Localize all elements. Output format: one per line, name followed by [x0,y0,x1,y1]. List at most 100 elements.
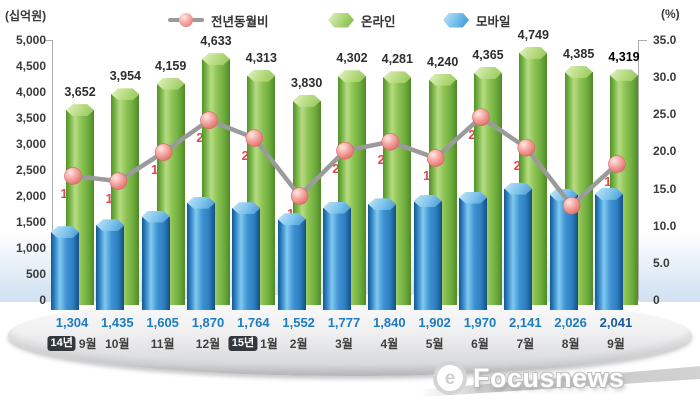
month-label-text: 5월 [425,337,444,351]
left-axis-tick-label: 2,000 [15,189,46,203]
mobile-bar-cap [141,210,170,223]
month-label-text: 10월 [105,337,130,351]
mobile-value-label: 1,870 [191,315,225,330]
mobile-bar-body [458,197,487,310]
legend-item-online: 온라인 [328,11,396,29]
month-label: 4월 [380,335,398,352]
month-label: 14년 9월 [47,335,97,352]
mobile-bar-body [594,193,623,310]
left-axis-tick-label: 4,000 [15,85,46,99]
right-axis-tick-label: 15.0 [653,181,677,196]
month-label-text: 7월 [516,337,535,351]
online-value-label: 4,749 [517,28,549,43]
month-label-text: 4월 [380,337,399,351]
mobile-bar-body [368,204,397,310]
mobile-bar-body [413,201,442,310]
mobile-value-label: 1,902 [418,315,451,330]
right-axis-tick-label: 0 [653,293,660,307]
month-label-text: 8월 [561,337,580,351]
month-label-text: 1월 [260,337,278,351]
mobile-bar [413,195,442,310]
mobile-value-label: 1,605 [146,315,179,330]
month-label-text: 2월 [289,337,308,351]
mobile-bar-cap [51,226,79,239]
month-label-text: 6월 [471,337,489,351]
mobile-bar-body [186,202,215,310]
mobile-bar [277,213,306,310]
month-label-text: 11월 [150,337,175,351]
online-bar-cap [292,94,321,107]
online-value-label: 4,385 [562,46,595,61]
left-axis-tick-label: 3,000 [15,137,46,151]
month-label: 6월 [471,335,489,352]
online-value-label: 3,830 [291,75,323,90]
mobile-bar [368,198,397,310]
mobile-bar [96,219,125,310]
left-axis-top-tick [44,40,53,41]
right-axis-tick-label: 25.0 [653,107,677,122]
month-label-text: 9월 [607,337,625,351]
online-bar-cap [201,53,230,66]
mobile-bar [504,182,533,310]
mobile-value-label: 1,840 [373,315,406,330]
month-label: 12월 [196,335,220,352]
online-bar-cap [337,70,366,83]
focusnews-logo-icon: e [433,361,467,395]
left-axis-tick-label: 500 [25,267,46,281]
mobile-bar-body [232,208,261,310]
mobile-bar-cap [277,213,306,226]
year-badge: 14년 [47,336,76,351]
online-bar-cap [383,71,412,84]
month-label: 8월 [562,335,580,352]
month-label-text: 3월 [335,337,353,351]
mobile-bar-body [277,219,306,310]
mobile-bar-body [504,188,533,310]
month-label-text: 12월 [195,337,221,351]
month-label: 3월 [335,335,353,352]
blue-bar-icon [443,12,469,28]
left-axis-tick-label: 2,500 [15,163,46,177]
right-axis-unit: (%) [661,7,680,21]
right-axis-top-tick [638,40,647,41]
online-value-label: 4,159 [155,58,187,73]
month-label: 2월 [290,335,308,352]
legend-item-mobile: 모바일 [443,11,511,29]
month-label: 5월 [426,335,444,352]
mobile-value-label: 1,552 [282,315,315,330]
legend-item-yoy: 전년동월비 [168,11,269,29]
legend-label-online: 온라인 [361,14,396,29]
mobile-bar [458,191,487,310]
left-axis-tick-label: 1,000 [15,241,46,255]
online-bar-cap [609,69,638,82]
left-axis-tick-label: 1,500 [15,215,46,229]
online-bar-cap [247,69,276,82]
online-bar-cap [428,73,457,86]
mobile-bar [51,226,79,310]
year-badge: 15년 [228,336,258,351]
mobile-bar-body [96,225,125,310]
right-axis-tick-label: 35.0 [653,33,677,47]
right-axis-line [638,40,639,300]
mobile-bar [186,196,215,310]
mobile-value-label: 1,435 [101,315,134,330]
mobile-bar [232,202,261,310]
right-axis-tick-label: 10.0 [653,218,677,233]
month-label: 10월 [105,335,129,352]
left-axis-unit: (십억원) [5,9,47,23]
mobile-value-label: 2,026 [554,315,587,330]
online-value-label: 4,313 [245,50,277,65]
month-label: 7월 [516,335,534,352]
mobile-value-label: 1,970 [463,315,497,330]
online-bar-cap [66,104,94,117]
online-value-label: 3,954 [109,69,141,84]
month-label: 15년 1월 [228,335,278,352]
green-bar-icon [328,12,354,28]
mobile-value-label: 2,041 [599,315,633,330]
month-label: 11월 [151,335,175,352]
online-bar-cap [111,88,140,101]
legend-label-mobile: 모바일 [476,14,511,29]
mobile-bar [141,210,170,310]
mobile-bar [322,201,351,310]
right-axis-tick-label: 30.0 [653,70,677,85]
